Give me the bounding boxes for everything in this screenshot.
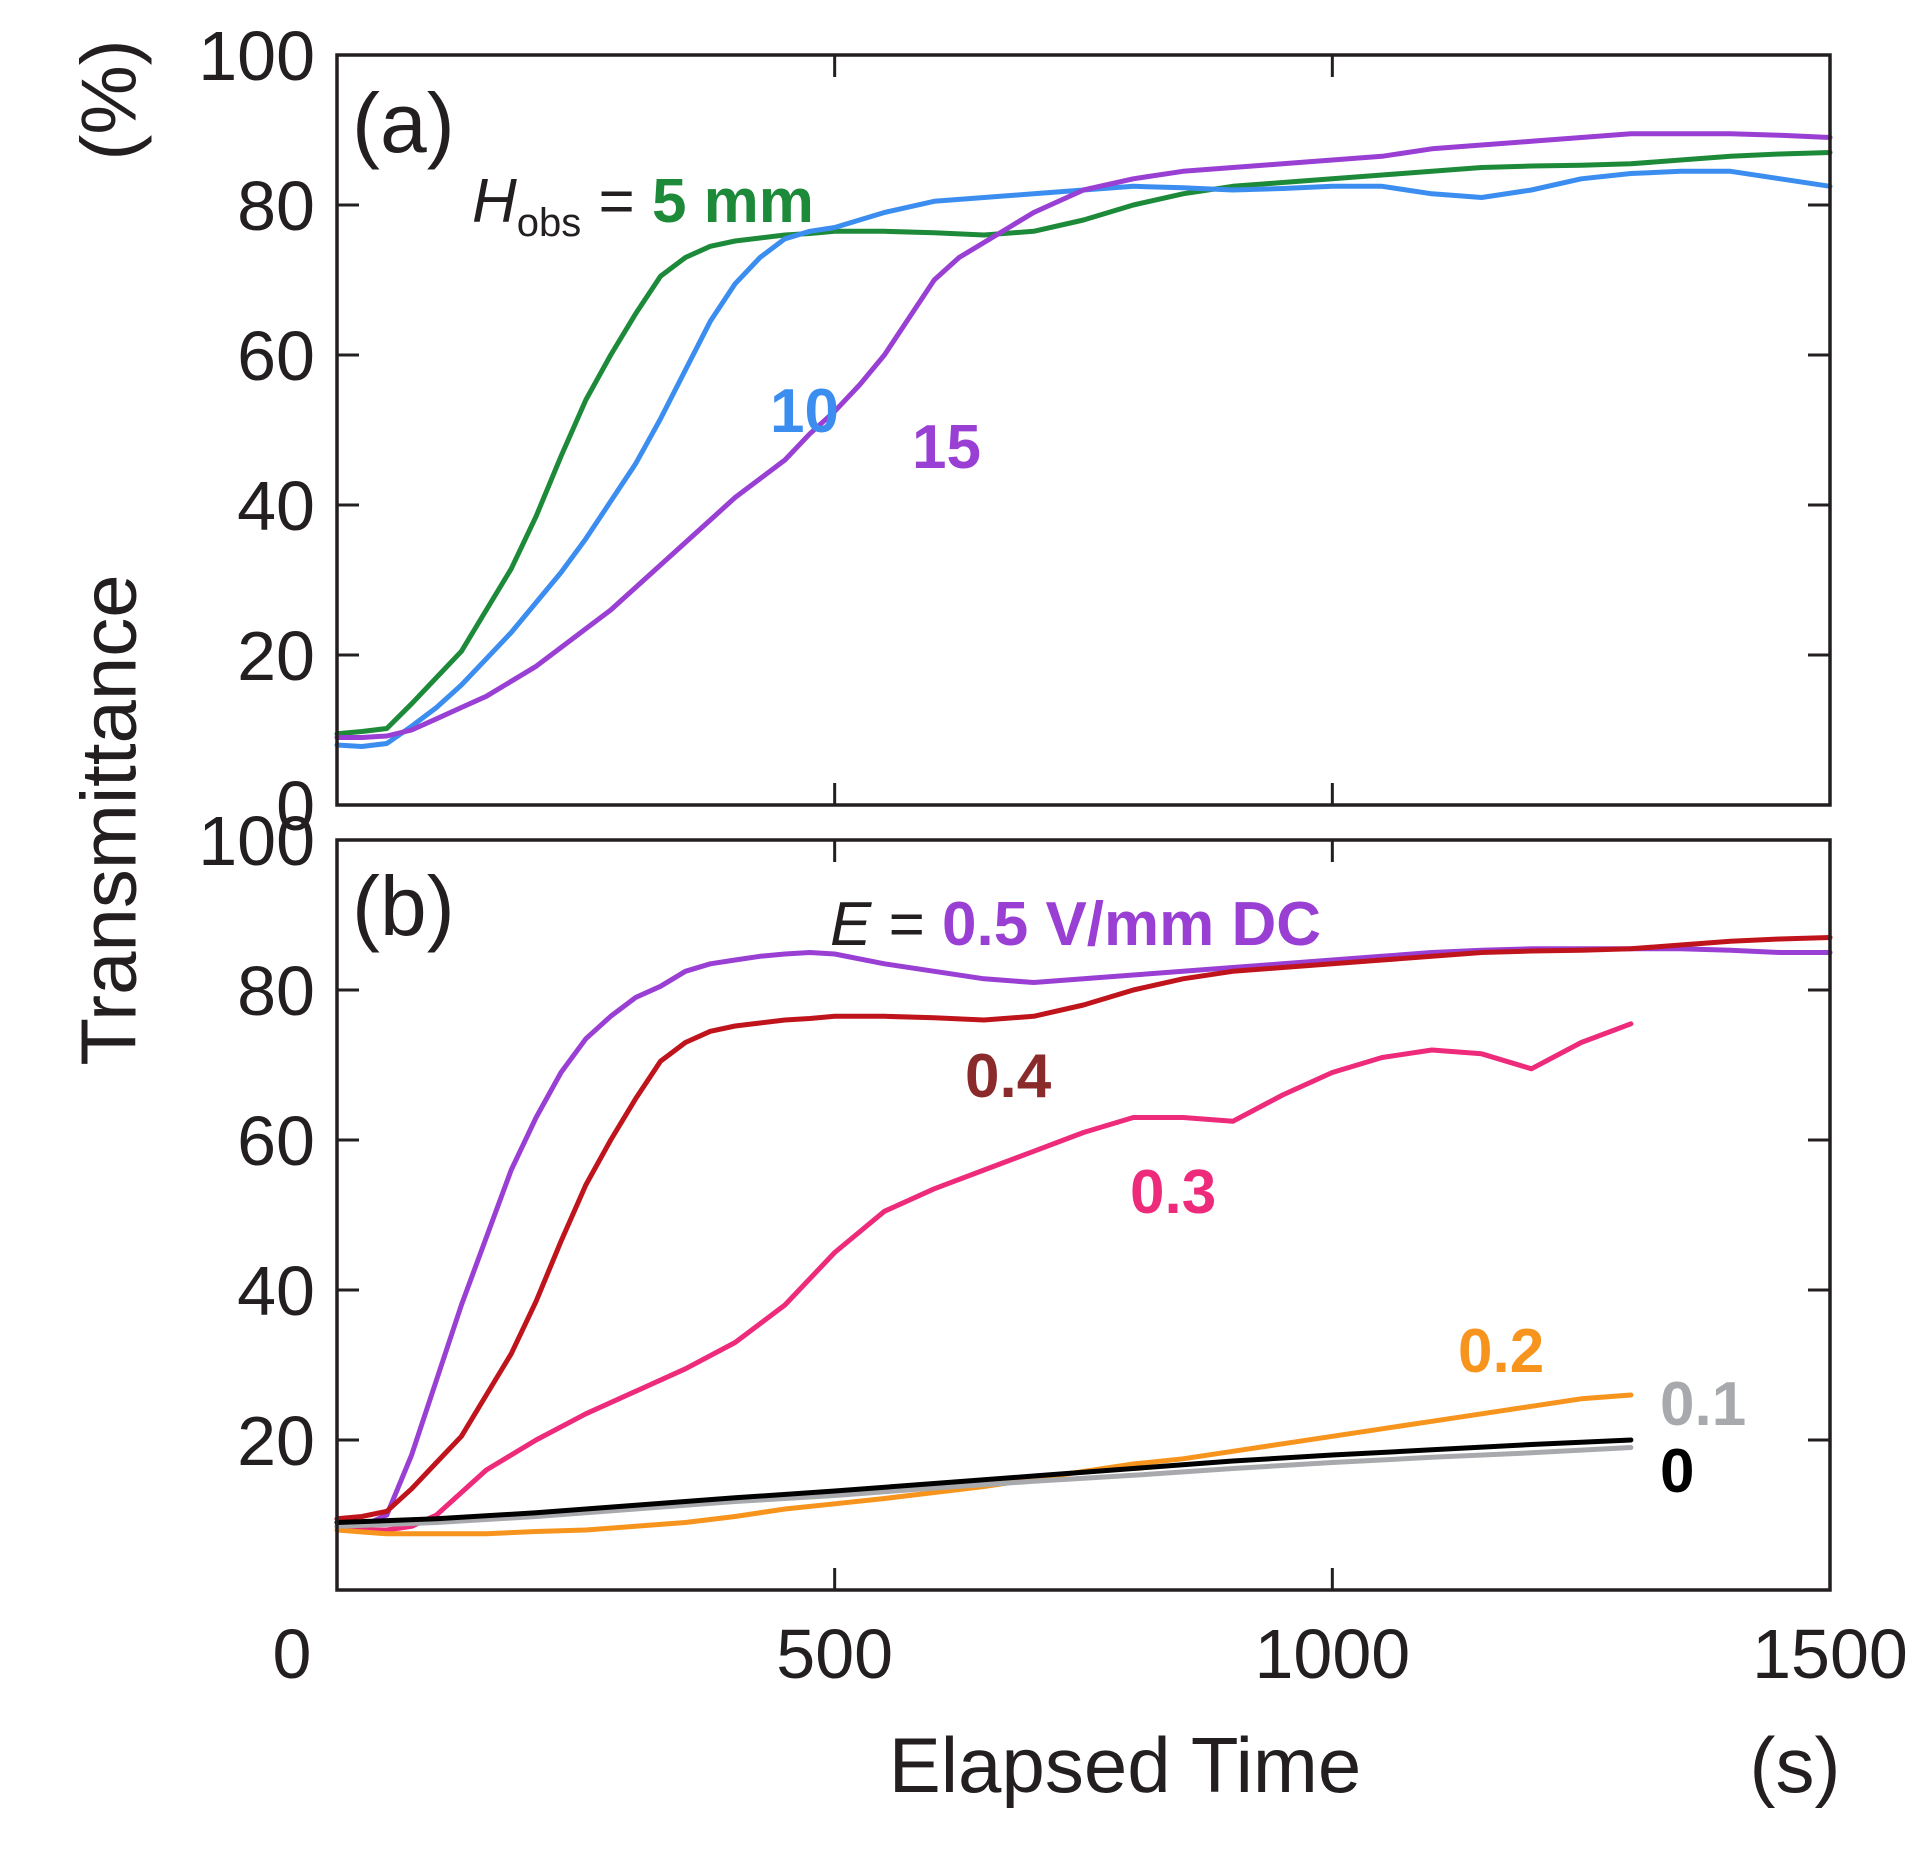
series-label-15: 15 [912, 413, 981, 482]
panel-a: 0 20 40 60 80 100 (a) Hobs = 5 mm 10 15 [198, 17, 1833, 845]
series-line-0 [334, 1437, 1634, 1525]
y-tick-label: 0 [276, 767, 315, 845]
panel-b-label: (b) [352, 859, 455, 953]
y-tick-label: 80 [237, 167, 315, 245]
y-tick-label: 20 [237, 1402, 315, 1480]
y-tick-label: 40 [237, 1252, 315, 1330]
x-tick-label: 0 [273, 1615, 312, 1693]
panel-a-tick-marks [335, 53, 1832, 807]
panel-a-frame [335, 53, 1832, 807]
panel-a-annotation-equals: = [581, 167, 652, 236]
series-label-0-1: 0.1 [1660, 1370, 1746, 1439]
series-label-0-2: 0.2 [1458, 1317, 1544, 1386]
x-axis-title: Elapsed Time [889, 1721, 1362, 1809]
x-tick-label: 500 [776, 1615, 893, 1693]
series-line-5-mm [334, 150, 1833, 737]
series-line-15 [334, 131, 1833, 740]
panel-b-annotation-equals: = [871, 890, 942, 959]
y-tick-label: 60 [237, 317, 315, 395]
panel-b-annotation: E = 0.5 V/mm DC [830, 890, 1321, 959]
series-line-0-1 [334, 1445, 1634, 1529]
series-label-0: 0 [1660, 1437, 1694, 1506]
panel-a-label: (a) [352, 76, 455, 170]
panel-b-frame [335, 838, 1832, 1592]
y-tick-label: 20 [237, 617, 315, 695]
x-tick-label: 1000 [1254, 1615, 1410, 1693]
y-tick-label: 60 [237, 1102, 315, 1180]
series-line-0-3 [334, 1021, 1634, 1533]
panel-b-y-tick-labels: 20 40 60 80 100 [198, 802, 315, 1480]
panel-a-annotation: Hobs = 5 mm [472, 167, 814, 245]
y-tick-label: 80 [237, 952, 315, 1030]
series-label-10: 10 [770, 377, 839, 446]
panel-b-x-tick-labels: 0 500 1000 1500 [273, 1615, 1908, 1693]
x-axis-unit: (s) [1750, 1721, 1841, 1809]
series-label-5mm: 5 mm [652, 167, 814, 236]
x-tick-label: 1500 [1752, 1615, 1908, 1693]
series-label-0-3: 0.3 [1130, 1158, 1216, 1227]
panel-b-series [334, 935, 1833, 1537]
panel-b: 20 40 60 80 100 0 500 1000 1500 (b) E = 0.5 V/m… [198, 802, 1908, 1693]
y-tick-label: 100 [198, 17, 315, 95]
panel-a-annotation-subscript: obs [517, 201, 582, 245]
series-line-0-4 [334, 935, 1833, 1522]
y-tick-label: 100 [198, 802, 315, 880]
y-tick-label: 40 [237, 467, 315, 545]
panel-a-annotation-variable: H [472, 167, 517, 236]
y-axis-title: Transmittance [64, 574, 152, 1065]
series-line-10 [334, 168, 1833, 749]
series-label-0-5: 0.5 V/mm DC [942, 890, 1321, 959]
panel-a-y-tick-labels: 0 20 40 60 80 100 [198, 17, 315, 845]
panel-a-series [334, 131, 1833, 749]
panel-b-annotation-variable: E [830, 890, 872, 959]
series-label-0-4: 0.4 [965, 1042, 1052, 1111]
y-axis-unit: (%) [64, 39, 152, 160]
